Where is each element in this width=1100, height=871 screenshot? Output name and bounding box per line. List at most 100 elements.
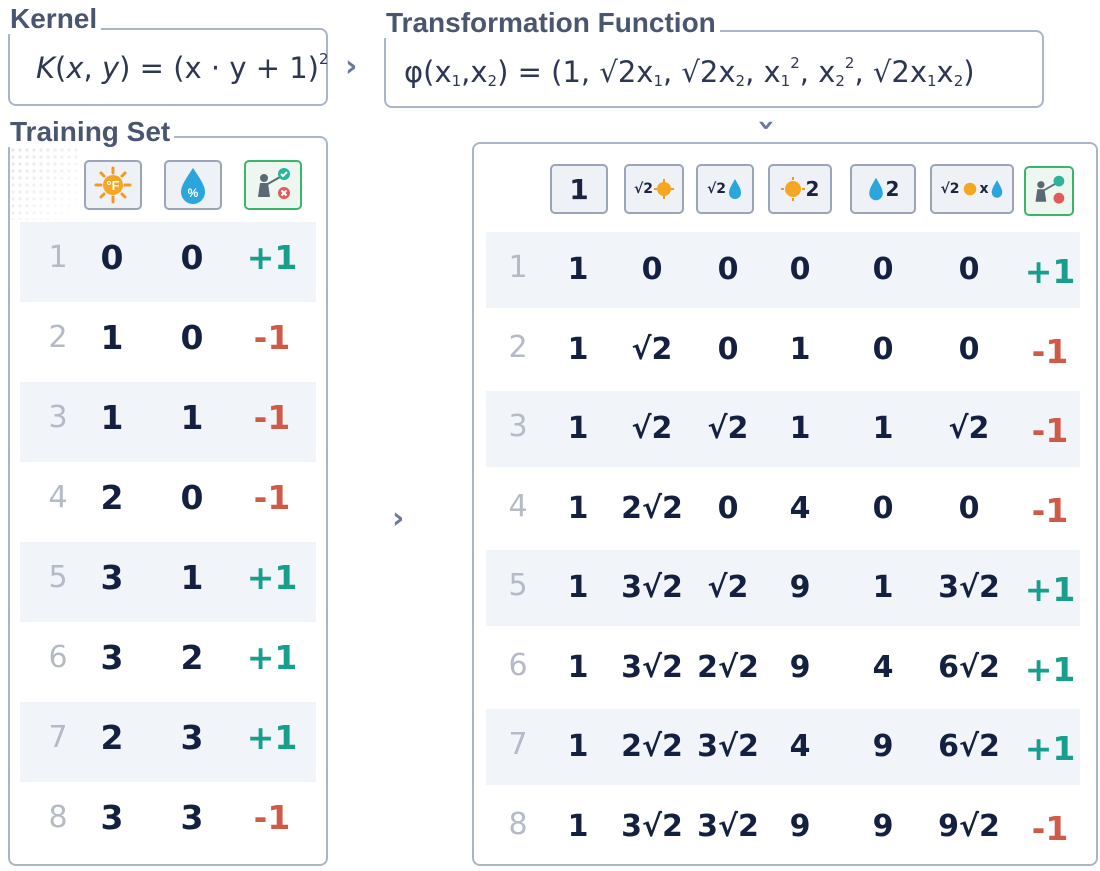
label-value: -1 [1031,411,1069,450]
feature-value: 3√2 [938,570,1000,605]
halftone-decoration [10,140,80,220]
feature-value: 1 [567,411,589,446]
water-drop-percent-icon: % [164,160,222,210]
feature-value: 1 [567,252,589,287]
feature-value: 0 [789,252,811,287]
label-value: -1 [253,318,291,357]
constant-one-header: 1 [550,164,608,214]
feature-value: 1 [872,411,894,446]
feature-value: 3√2 [621,649,683,685]
feature-value: 2√2 [621,490,683,526]
row-index: 7 [508,727,528,762]
feature-value: 6√2 [938,649,1000,685]
x2-value: 2 [180,638,204,677]
feature-value: 0 [717,331,739,367]
sqrt2-label: √2 [633,181,654,197]
feature-value: 3√2 [621,808,683,844]
row-index: 5 [508,568,528,603]
humidity-squared-header: 2 [850,164,916,214]
kernel-box [8,28,328,106]
label-value: +1 [246,558,298,597]
squared-label: 2 [805,177,820,201]
label-value: +1 [246,238,298,277]
feature-value: 9 [789,649,811,685]
feature-value: 0 [872,331,894,367]
x1-value: 3 [100,638,124,677]
feature-value: 3√2 [621,570,683,605]
label-value: +1 [1024,649,1076,689]
transformation-formula: φ(x1,x2) = (1, √2x1, √2x2, x12, x22, √2x… [404,54,975,90]
times-label: x [979,181,989,197]
feature-value: 1 [567,490,589,526]
water-drop-percent-icon [868,177,883,201]
feature-value: √2 [631,411,673,446]
row-band [486,550,1080,626]
temperature-squared-header: 2 [768,164,832,214]
squared-label: 2 [885,177,900,201]
feature-value: 6√2 [938,729,1000,764]
feature-value: 2√2 [697,649,759,685]
sqrt2-temp-formula: √2 [633,179,675,199]
x1-value: 3 [100,558,124,597]
row-band [486,232,1080,308]
feature-value: 0 [872,252,894,287]
feature-value: √2 [948,411,990,446]
row-index: 1 [508,250,528,285]
kernel-title: Kernel [6,4,102,34]
golf-outcome-icon [1024,166,1074,216]
x1-value: 1 [100,398,124,437]
feature-value: 0 [958,331,980,367]
x1-value: 1 [100,318,124,357]
feature-value: 0 [872,490,894,526]
row-band [20,382,316,462]
row-band [20,542,316,622]
feature-value: 0 [958,252,980,287]
feature-value: 3√2 [697,729,759,764]
row-index: 8 [48,800,68,835]
feature-value: 9 [872,729,894,764]
feature-value: √2 [707,570,749,605]
label-value: +1 [246,718,298,757]
constant-one-label: 1 [569,172,589,206]
row-band [20,222,316,302]
label-value: -1 [1031,490,1069,530]
x2-value: 0 [180,478,204,517]
label-value: -1 [253,478,291,517]
transformation-title: Transformation Function [382,8,720,38]
feature-value: 0 [717,252,739,287]
row-index: 4 [508,488,528,524]
x2-value: 0 [180,238,204,277]
kernel-formula: K(x, y) = (x · y + 1)2 [36,50,329,85]
feature-value: 1 [567,331,589,367]
sqrt2-label: √2 [940,181,960,197]
row-index: 6 [508,647,528,683]
feature-value: 1 [872,570,894,605]
sqrt2-label: √2 [706,181,727,197]
label-value: -1 [253,398,291,437]
row-index: 3 [508,409,528,444]
chevron-right-icon: › [392,501,405,536]
svg-text:°F: °F [106,178,119,193]
feature-value: √2 [707,411,749,446]
x2-value: 3 [180,798,204,837]
sqrt2-humidity-formula: √2 [707,178,743,200]
svg-text:%: % [188,186,199,200]
feature-value: 1 [567,570,589,605]
transformation-box [384,30,1044,108]
x2-value: 3 [180,718,204,757]
row-index: 8 [508,806,528,842]
feature-value: √2 [631,331,673,367]
feature-value: 4 [789,729,811,764]
chevron-down-icon: › [749,118,785,132]
label-value: +1 [1024,252,1076,291]
label-value: -1 [1031,808,1069,848]
row-index: 6 [48,640,68,675]
sqrt2-temperature-header: √2 [624,164,684,214]
feature-value: 1 [567,649,589,685]
feature-value: 3√2 [697,808,759,844]
row-index: 5 [48,560,68,595]
feature-value: 4 [789,490,811,526]
feature-value: 1 [567,808,589,844]
feature-value: 9√2 [938,808,1000,844]
sqrt2-product-formula: √2 x [940,179,1003,199]
